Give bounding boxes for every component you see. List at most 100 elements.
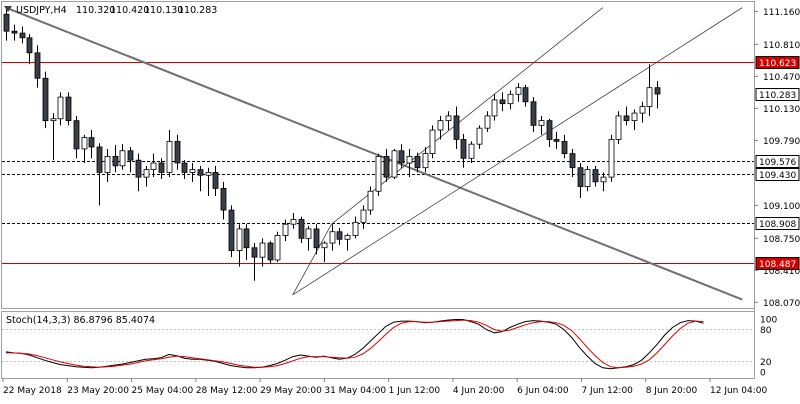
candle-bear (228, 209, 235, 251)
price-label-text: 108.908 (759, 220, 796, 230)
candle-bear (267, 242, 274, 261)
candle-bull (429, 129, 436, 154)
price-label-box (755, 88, 800, 101)
price-label-box (755, 168, 800, 181)
candle-bear (212, 172, 219, 189)
candle-bear (553, 139, 560, 142)
candle-bear (577, 167, 584, 187)
candle-bull (344, 235, 351, 240)
trendline-channel-lower[interactable] (292, 7, 743, 296)
candle-bull (104, 156, 111, 173)
y-axis-tick-label: 108.410 (763, 267, 800, 277)
candle-bull (391, 150, 398, 178)
candle-bull (360, 209, 367, 223)
candle-bull (445, 115, 452, 122)
candle-bull (81, 137, 88, 150)
candle-bear (73, 120, 80, 150)
candle-bull (437, 120, 444, 131)
x-axis-tick-label: 22 May 2018 (3, 386, 62, 396)
candle-bull (406, 156, 413, 164)
candle-bear (623, 115, 630, 122)
stoch-axis-label: 100 (760, 316, 777, 326)
candle-bear (158, 162, 165, 173)
candle-bear (174, 140, 181, 164)
candle-bear (569, 153, 576, 169)
candle-bull (615, 115, 622, 140)
x-axis-tick-label: 8 Jun 20:00 (646, 386, 698, 396)
x-axis-tick-label: 7 Jun 12:00 (581, 386, 633, 396)
trendline-descending[interactable] (5, 6, 743, 301)
candle-bear (546, 120, 553, 140)
candle-bear (251, 247, 258, 258)
candle-bull (639, 106, 646, 114)
candle-bear (460, 139, 467, 159)
candle-bull (608, 139, 615, 178)
stoch-axis-label: 80 (760, 326, 772, 336)
y-axis-tick-label: 111.160 (763, 8, 800, 18)
candle-bear (96, 146, 103, 173)
collapse-triangle-icon[interactable] (4, 6, 12, 12)
ohlc-low: 110.130 (144, 5, 183, 16)
chart-title: USDJPY,H4 (16, 5, 67, 16)
price-label-box (755, 56, 800, 69)
stoch-signal-line (6, 319, 704, 369)
candle-bull (584, 169, 591, 187)
candle-bear (197, 169, 204, 176)
candle-bear (336, 231, 343, 240)
price-label-text: 109.430 (759, 171, 796, 181)
candle-bull (143, 169, 150, 178)
y-axis-tick-label: 110.130 (763, 105, 800, 115)
candle-bull (290, 219, 297, 225)
candle-bull (515, 87, 522, 95)
price-label-text: 109.576 (759, 158, 796, 168)
candle-bull (507, 93, 514, 105)
x-axis-tick-label: 29 May 20:00 (260, 386, 322, 396)
candle-bull (205, 172, 212, 176)
candle-bull (119, 150, 126, 167)
y-axis-tick-label: 110.810 (763, 41, 800, 51)
candle-bear (11, 30, 18, 34)
candle-bear (414, 156, 421, 169)
ohlc-high: 110.420 (110, 5, 149, 16)
price-label-text: 110.283 (759, 91, 796, 101)
candle-bear (3, 13, 10, 32)
price-label-box (755, 257, 800, 270)
x-axis-tick-label: 4 Jun 20:00 (453, 386, 505, 396)
candle-bear (453, 115, 460, 140)
candle-bear (530, 101, 537, 126)
stoch-title: Stoch(14,3,3) 86.8796 85.4074 (6, 315, 155, 326)
candle-bull (236, 228, 243, 251)
x-axis-tick-label: 1 Jun 12:00 (389, 386, 441, 396)
price-label-box (755, 217, 800, 230)
candle-bear (181, 162, 188, 173)
candle-bull (274, 235, 281, 261)
candle-bull (631, 112, 638, 122)
candle-bear (499, 99, 506, 105)
candle-bull (150, 162, 157, 170)
stoch-axis-label: 20 (760, 358, 772, 368)
candle-bear (135, 159, 142, 178)
x-axis-tick-label: 12 Jun 04:00 (710, 386, 767, 396)
candle-bull (50, 118, 57, 122)
candle-bear (561, 140, 568, 154)
candle-bull (646, 87, 653, 107)
candle-bear (522, 87, 529, 103)
candle-bear (398, 150, 405, 164)
candle-bull (166, 140, 173, 173)
candle-bear (383, 156, 390, 178)
y-axis-tick-label: 108.070 (763, 299, 800, 309)
candle-bull (305, 228, 312, 239)
y-axis-tick-label: 109.790 (763, 137, 800, 147)
ohlc-close: 110.283 (178, 5, 217, 16)
candle-bull (352, 221, 359, 236)
x-axis-tick-label: 28 May 12:00 (196, 386, 258, 396)
candle-bull (484, 115, 491, 129)
price-label-box (755, 155, 800, 168)
candle-bull (282, 223, 289, 236)
x-axis-tick-label: 23 May 20:00 (67, 386, 129, 396)
candle-bear (42, 77, 49, 122)
y-axis-tick-label: 109.100 (763, 202, 800, 212)
trendline-channel-base[interactable] (292, 224, 332, 296)
